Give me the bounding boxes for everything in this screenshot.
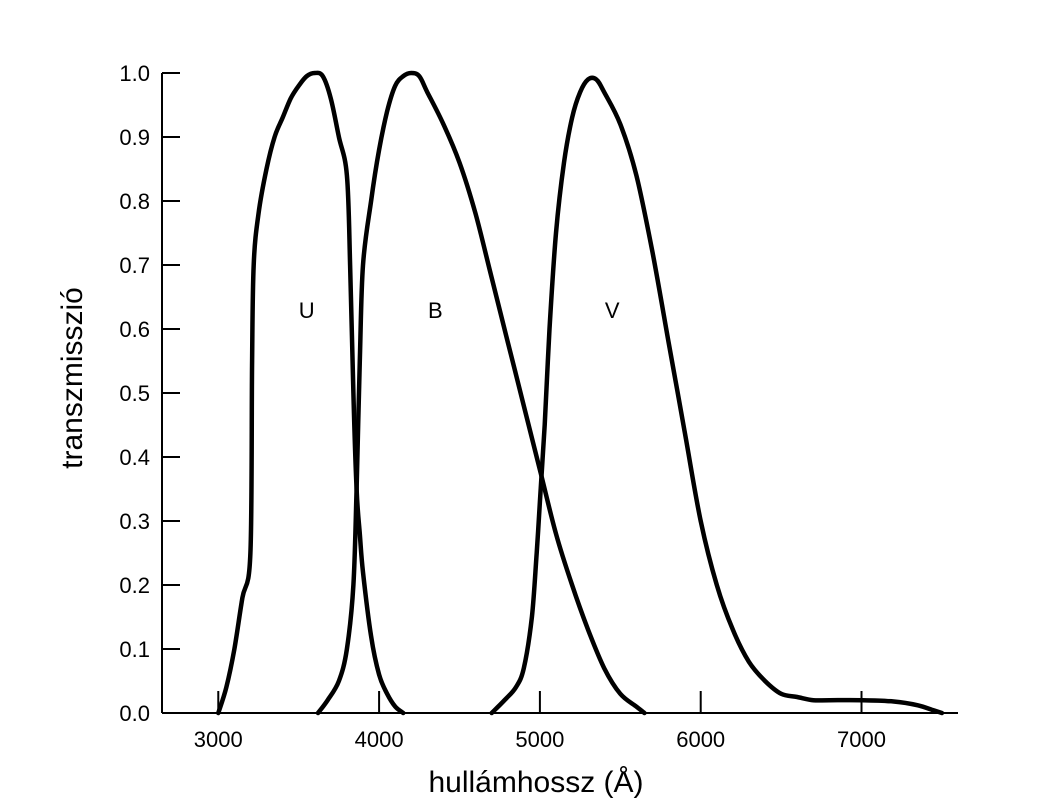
y-tick-label: 0.0 — [119, 701, 150, 726]
y-tick-label: 0.6 — [119, 317, 150, 342]
y-tick-label: 0.8 — [119, 189, 150, 214]
x-tick-label: 4000 — [355, 727, 404, 752]
y-tick-label: 0.9 — [119, 125, 150, 150]
series-line-v — [489, 75, 945, 716]
y-tick-label: 0.5 — [119, 381, 150, 406]
x-axis-title: hullámhossz (Å) — [428, 766, 643, 799]
y-axis-title: transzmisszió — [56, 287, 89, 469]
y-tick-label: 0.1 — [119, 637, 150, 662]
x-tick-label: 5000 — [515, 727, 564, 752]
y-tick-label: 0.4 — [119, 445, 150, 470]
y-tick-label: 1.0 — [119, 61, 150, 86]
y-tick-label: 0.2 — [119, 573, 150, 598]
axes — [161, 73, 958, 714]
series-line-u — [216, 70, 406, 716]
series-label-u: U — [299, 298, 315, 323]
y-tick-label: 0.3 — [119, 509, 150, 534]
x-tick-label: 7000 — [837, 727, 886, 752]
ticks: 0.0 0.1 0.2 0.3 0.4 0.5 0.6 0.7 0.8 0.9 1.0 3000 400… — [119, 61, 886, 752]
x-tick-label: 6000 — [676, 727, 725, 752]
series-label-b: B — [428, 298, 443, 323]
series-line-b — [315, 70, 647, 716]
series-label-v: V — [605, 298, 620, 323]
x-tick-label: 3000 — [194, 727, 243, 752]
y-tick-label: 0.7 — [119, 253, 150, 278]
curves — [216, 70, 945, 716]
